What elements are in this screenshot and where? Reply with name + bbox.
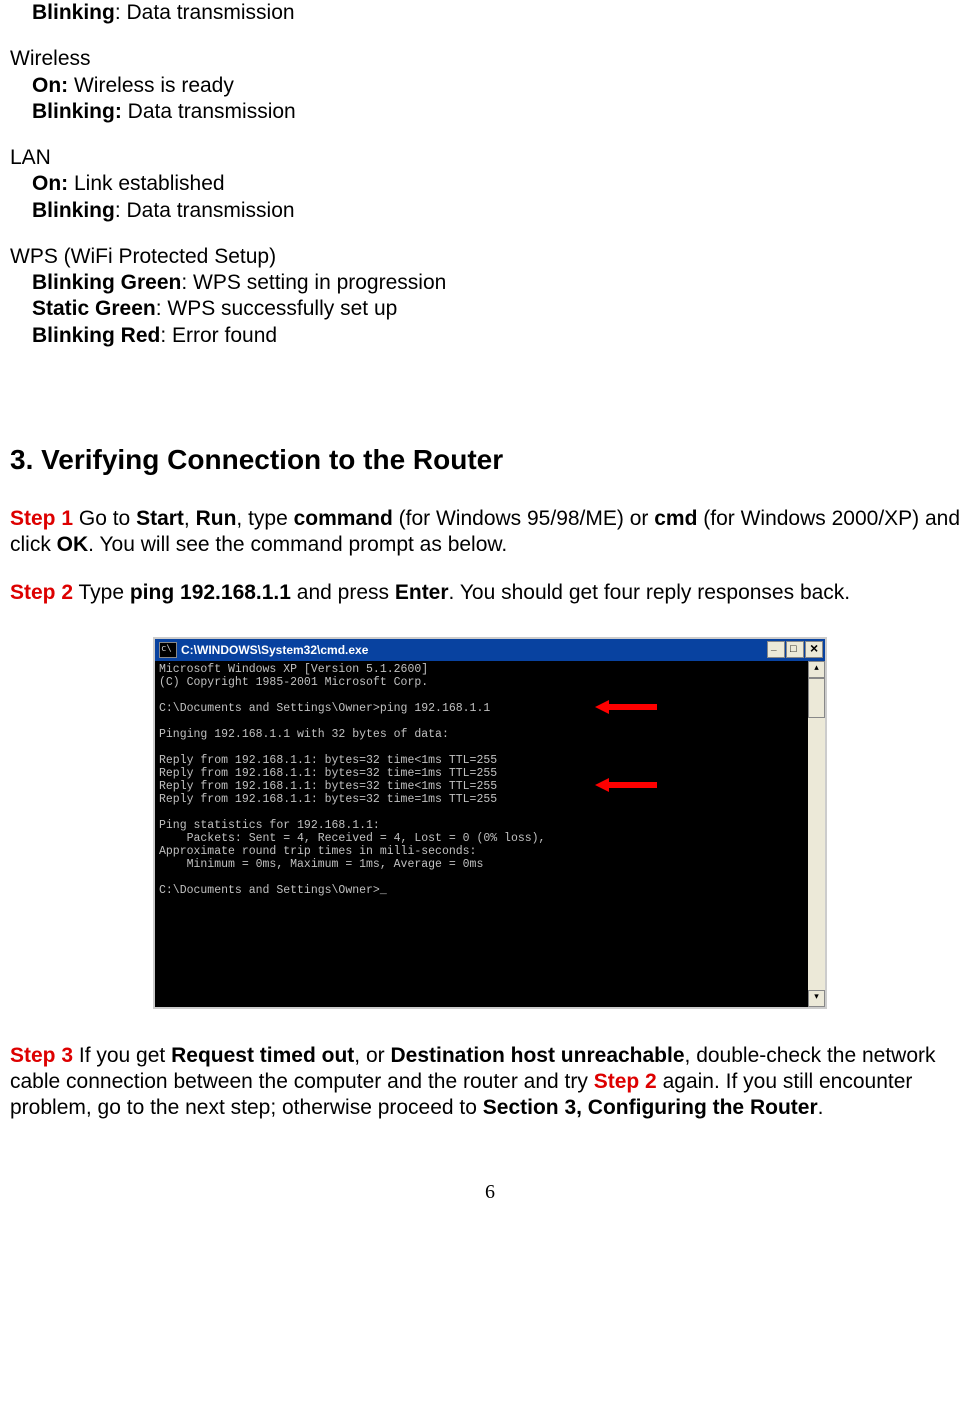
scroll-down-button[interactable] — [808, 990, 825, 1007]
callout-arrow-icon — [595, 779, 655, 791]
step1-label: Step 1 — [10, 507, 73, 530]
section-heading: 3. Verifying Connection to the Router — [10, 444, 970, 476]
cmd-titlebar[interactable]: C:\WINDOWS\System32\cmd.exe — [155, 639, 825, 661]
text: : Data transmission — [115, 1, 295, 24]
lan-section: LAN On: Link established Blinking: Data … — [10, 145, 970, 224]
lan-title: LAN — [10, 145, 970, 171]
label: Blinking — [32, 1, 115, 24]
step3-label: Step 3 — [10, 1044, 73, 1067]
lan-on: On: Link established — [10, 171, 970, 197]
callout-arrow-icon — [595, 701, 655, 713]
scroll-thumb[interactable] — [808, 678, 825, 718]
scroll-up-button[interactable] — [808, 661, 825, 678]
wps-title: WPS (WiFi Protected Setup) — [10, 244, 970, 270]
scrollbar[interactable] — [808, 661, 825, 1007]
step1-paragraph: Step 1 Go to Start, Run, type command (f… — [10, 506, 970, 559]
step2-paragraph: Step 2 Type ping 192.168.1.1 and press E… — [10, 580, 970, 606]
window-buttons — [767, 641, 823, 658]
wps-section: WPS (WiFi Protected Setup) Blinking Gree… — [10, 244, 970, 349]
wps-bgreen: Blinking Green: WPS setting in progressi… — [10, 270, 970, 296]
page-number: 6 — [10, 1181, 970, 1204]
cmd-title: C:\WINDOWS\System32\cmd.exe — [181, 643, 368, 657]
led-top-blinking: Blinking: Data transmission — [10, 0, 970, 26]
cmd-icon — [159, 642, 177, 658]
wps-bred: Blinking Red: Error found — [10, 323, 970, 349]
wps-sgreen: Static Green: WPS successfully set up — [10, 296, 970, 322]
maximize-button[interactable] — [786, 641, 804, 658]
wireless-on: On: Wireless is ready — [10, 73, 970, 99]
wireless-title: Wireless — [10, 46, 970, 72]
document: Blinking: Data transmission Wireless On:… — [10, 0, 970, 1204]
step3-paragraph: Step 3 If you get Request timed out, or … — [10, 1043, 970, 1122]
minimize-button[interactable] — [767, 641, 785, 658]
wireless-section: Wireless On: Wireless is ready Blinking:… — [10, 46, 970, 125]
cmd-body[interactable]: Microsoft Windows XP [Version 5.1.2600] … — [155, 661, 825, 1007]
step2-label: Step 2 — [10, 581, 73, 604]
cmd-window: C:\WINDOWS\System32\cmd.exe Microsoft Wi… — [153, 637, 827, 1009]
wireless-blinking: Blinking: Data transmission — [10, 99, 970, 125]
close-button[interactable] — [805, 641, 823, 658]
lan-blinking: Blinking: Data transmission — [10, 198, 970, 224]
